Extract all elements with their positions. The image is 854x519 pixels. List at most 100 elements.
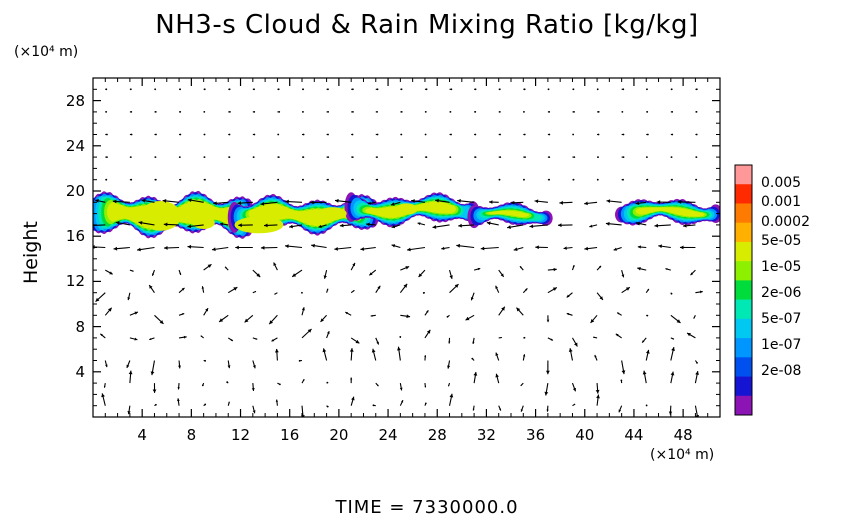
wind-vector-head [682, 223, 687, 228]
wind-vector-dot [621, 111, 624, 113]
wind-vector-dot [670, 156, 673, 159]
wind-vector-dot [226, 381, 229, 384]
wind-vector-dot [670, 88, 673, 91]
wind-vector-head [334, 198, 339, 203]
colorbar-label: 2e-06 [761, 284, 802, 301]
wind-vector-dot [622, 88, 625, 91]
wind-vector-head [563, 246, 567, 250]
wind-vector-head [211, 247, 216, 252]
wind-vector-dot [424, 402, 427, 405]
wind-vector-head [690, 272, 694, 276]
wind-vector-dot [105, 111, 108, 113]
wind-vector-head [424, 355, 427, 358]
wind-vector-head [370, 314, 373, 317]
wind-vector-dot [548, 111, 551, 113]
wind-vector-head [447, 365, 451, 369]
wind-vector-head [595, 389, 600, 394]
wind-vector-head [255, 337, 258, 340]
wind-vector-head [141, 198, 146, 203]
x-axis-unit: (×10⁴ m) [650, 447, 715, 463]
wind-vector-head [599, 296, 603, 300]
wind-vector-head [449, 393, 454, 398]
wind-vector-dot [327, 178, 329, 181]
wind-vector-head [95, 198, 99, 203]
wind-vector-head [376, 341, 379, 345]
wind-vector-head [103, 385, 106, 388]
time-readout: TIME = 7330000.0 [335, 497, 519, 518]
wind-vector-head [127, 410, 131, 415]
wind-vector-head [244, 318, 249, 323]
cloud-patch [690, 212, 705, 217]
wind-vector-head [507, 225, 511, 229]
wind-vector-dot [277, 88, 280, 91]
wind-vector-head [573, 404, 576, 406]
wind-vector-head [677, 200, 682, 204]
wind-vector-head [115, 221, 120, 225]
wind-vector-dot [327, 133, 329, 136]
wind-vector-dot [424, 111, 427, 113]
wind-vector-head [230, 338, 233, 341]
wind-vector-dot [646, 314, 649, 317]
wind-vector-head [566, 313, 570, 316]
wind-vector-head [499, 408, 501, 411]
wind-vector-head [500, 337, 502, 339]
wind-vector-head [424, 385, 427, 388]
wind-vector-head [637, 267, 641, 271]
y-tick-label: 20 [65, 182, 85, 200]
wind-vector-head [254, 291, 257, 293]
wind-vector-head [529, 224, 534, 229]
wind-vector-dot [351, 133, 354, 136]
wind-vector-head [598, 265, 602, 269]
wind-vector-dot [203, 156, 206, 159]
wind-vector-dot [523, 88, 526, 91]
wind-vector-head [355, 339, 360, 344]
wind-vector-dot [498, 178, 501, 181]
wind-vector-head [400, 400, 404, 403]
wind-vector-head [235, 245, 239, 250]
wind-vector-head [377, 285, 381, 290]
wind-vector-head [658, 244, 663, 249]
wind-vector-dot [302, 133, 305, 136]
wind-vector-head [621, 274, 625, 278]
wind-vector-head [596, 394, 600, 399]
wind-vector-dot [399, 335, 402, 338]
wind-vector-dot [449, 111, 452, 113]
wind-vector-head [489, 200, 493, 204]
wind-vector-head [105, 364, 108, 368]
wind-vector-dot [474, 88, 477, 91]
wind-vector-head [101, 393, 105, 398]
wind-vector-dot [446, 315, 449, 318]
wind-vector-head [693, 317, 695, 319]
wind-vector-dot [278, 111, 281, 113]
wind-vector-head [574, 342, 578, 347]
wind-vector-head [449, 275, 453, 279]
wind-vector-head [177, 387, 180, 390]
wind-vector-dot [645, 156, 648, 159]
colorbar-swatch [735, 241, 752, 262]
colorbar-swatch [735, 222, 752, 243]
wind-vector-dot [253, 111, 256, 113]
colorbar-swatch [735, 376, 752, 397]
wind-vector-dot [155, 133, 157, 136]
wind-vector-dot [203, 133, 206, 136]
wind-vector-dot [204, 403, 207, 406]
x-tick-label: 40 [575, 426, 595, 444]
wind-vector-dot [450, 88, 453, 91]
wind-vector-dot [277, 156, 280, 159]
wind-vector-head [572, 265, 575, 268]
wind-vector-head [495, 352, 499, 356]
colorbar-label: 0.001 [761, 194, 802, 211]
wind-vector-head [391, 244, 396, 248]
wind-vector-dot [597, 111, 600, 113]
wind-vector-head [553, 267, 557, 272]
wind-vector-dot [302, 178, 304, 181]
wind-vector-head [260, 201, 265, 206]
wind-vector-head [182, 313, 185, 316]
wind-vector-head [307, 328, 312, 333]
wind-vector-head [397, 346, 401, 351]
wind-vector-head [128, 370, 133, 375]
x-tick-label: 48 [673, 426, 693, 444]
wind-vector-head [183, 335, 187, 339]
wind-vector-head [477, 267, 481, 271]
